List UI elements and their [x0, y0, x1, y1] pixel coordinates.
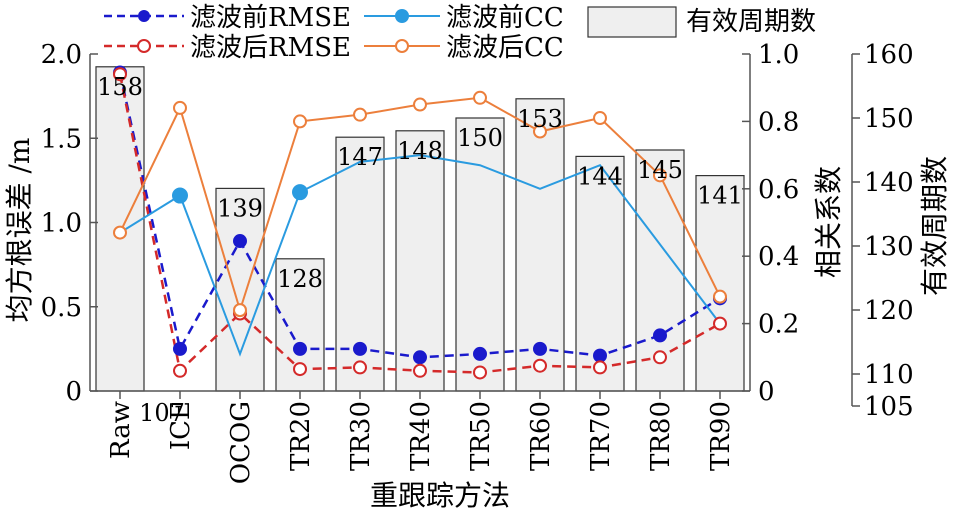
legend-marker-rmse-after: [137, 39, 151, 53]
bar-label-ICE: 107: [139, 399, 185, 427]
x-tick-label-TR50: TR50: [466, 401, 496, 471]
legend-entry-cc-after: 滤波后CC: [364, 33, 564, 63]
x-tick-label-ICE: ICE: [166, 401, 196, 450]
bar-label-TR30: 147: [337, 143, 383, 171]
y-axis-label-left: 均方根误差 /m: [3, 138, 36, 323]
series-0-point-TR30: [353, 341, 367, 356]
markers-layer: [113, 65, 727, 380]
bar-OCOG: [215, 187, 265, 392]
legend-entry-rmse-before: 滤波前RMSE: [104, 3, 351, 33]
series-3-point-ICE: [173, 100, 187, 115]
series-1-point-TR90: [713, 316, 727, 331]
right2-tick-label-5: 150: [864, 104, 914, 134]
series-1-point-Raw: [113, 67, 127, 82]
bar-TR90: [695, 175, 745, 392]
left-tick-label-0: 0: [65, 377, 82, 407]
x-tick-label-TR40: TR40: [406, 401, 436, 471]
x-tick-label-Raw: Raw: [106, 401, 136, 459]
right2-tick-label-6: 160: [864, 40, 914, 70]
series-1-point-TR30: [353, 360, 367, 375]
bar-label-OCOG: 139: [217, 194, 263, 222]
x-axis-label: 重跟踪方法: [370, 479, 510, 512]
bar-label-TR50: 150: [457, 124, 503, 152]
legend-label-rmse-after: 滤波后RMSE: [190, 33, 351, 63]
right1-tick-label-4: 0.8: [758, 107, 799, 137]
right1-tick-label-1: 0.2: [758, 310, 799, 340]
left-tick-label-2: 1.0: [41, 209, 82, 239]
series-0-point-TR40: [413, 350, 427, 365]
legend-label-cc-after: 滤波后CC: [446, 33, 564, 63]
right1-tick-label-2: 0.4: [758, 242, 799, 272]
bar-label-TR40: 148: [397, 137, 443, 165]
legend-label-cc-before: 滤波前CC: [446, 3, 564, 33]
series-line-2: [119, 154, 721, 357]
legend-entry-cc-before: 滤波前CC: [364, 3, 564, 33]
legend-label-rmse-before: 滤波前RMSE: [190, 3, 351, 33]
series-3-point-TR20: [293, 114, 307, 129]
right1-tick-label-3: 0.6: [758, 175, 799, 205]
left-tick-label-3: 1.5: [41, 124, 82, 154]
series-0-point-ICE: [173, 341, 187, 356]
x-tick-label-TR60: TR60: [526, 401, 556, 471]
y-axis-label-right1: 相关系数: [812, 166, 845, 278]
bar-label-TR60: 153: [517, 105, 563, 133]
series-1-point-ICE: [173, 363, 187, 378]
right2-tick-label-0: 105: [864, 392, 914, 422]
series-3-point-TR90: [713, 289, 727, 304]
series-3-point-OCOG: [233, 303, 247, 318]
series-3-point-TR60: [533, 124, 547, 139]
series-0-point-TR70: [593, 348, 607, 363]
bar-label-TR20: 128: [277, 265, 323, 293]
series-3-point-TR50: [473, 90, 487, 105]
series-1-point-TR50: [473, 365, 487, 380]
right1-tick-label-0: 0: [758, 377, 775, 407]
right2-tick-label-2: 120: [864, 296, 914, 326]
legend-marker-cc-before: [395, 9, 409, 23]
series-1-point-TR20: [293, 362, 307, 377]
bar-label-Raw: 158: [97, 73, 143, 101]
x-tick-label-TR70: TR70: [586, 401, 616, 471]
series-0-point-TR50: [473, 346, 487, 361]
series-0-point-TR20: [293, 341, 307, 356]
series-0-point-TR60: [533, 341, 547, 356]
legend-swatch-bars: [587, 6, 677, 38]
x-tick-label-TR90: TR90: [706, 401, 736, 471]
series-3-point-TR80: [653, 168, 667, 183]
bar-label-TR90: 141: [697, 182, 743, 210]
right2-tick-label-1: 110: [864, 360, 914, 390]
series-1-point-TR70: [593, 360, 607, 375]
right1-tick-label-5: 1.0: [758, 40, 799, 70]
bar-label-TR80: 145: [637, 156, 683, 184]
bar-labels-layer: 158 107 139 128 147 148 150 153 144 145 141: [97, 73, 743, 427]
legend-marker-rmse-before: [138, 10, 150, 22]
series-1-point-TR40: [413, 363, 427, 378]
series-0-point-OCOG: [233, 234, 247, 249]
right2-tick-label-4: 140: [864, 168, 914, 198]
x-tick-label-TR30: TR30: [346, 401, 376, 471]
series-3-point-Raw: [113, 225, 127, 240]
legend-entry-rmse-after: 滤波后RMSE: [104, 33, 351, 63]
legend-label-bars: 有效周期数: [686, 7, 816, 37]
legend-entry-bars: 有效周期数: [587, 6, 816, 38]
bar-label-TR70: 144: [577, 162, 623, 190]
series-3-point-TR30: [353, 107, 367, 122]
series-3-point-TR40: [413, 97, 427, 112]
y-axis-label-right2: 有效周期数: [918, 156, 951, 296]
series-2-point-ICE: [172, 187, 188, 204]
series-2-point-TR20: [292, 184, 308, 201]
x-tick-label-TR80: TR80: [646, 401, 676, 471]
series-1-point-TR60: [533, 358, 547, 373]
left-tick-label-1: 0.5: [41, 293, 82, 323]
series-0-point-TR80: [653, 328, 667, 343]
series-3-point-TR70: [593, 111, 607, 126]
left-tick-label-4: 2.0: [41, 40, 82, 70]
x-tick-label-TR20: TR20: [286, 401, 316, 471]
right2-tick-label-3: 130: [864, 232, 914, 262]
series-1-point-TR80: [653, 350, 667, 365]
legend: 滤波前RMSE 滤波后RMSE 滤波前CC 滤波后CC 有效周期数: [104, 3, 816, 63]
x-tick-label-OCOG: OCOG: [226, 401, 256, 484]
legend-marker-cc-after: [395, 39, 409, 53]
